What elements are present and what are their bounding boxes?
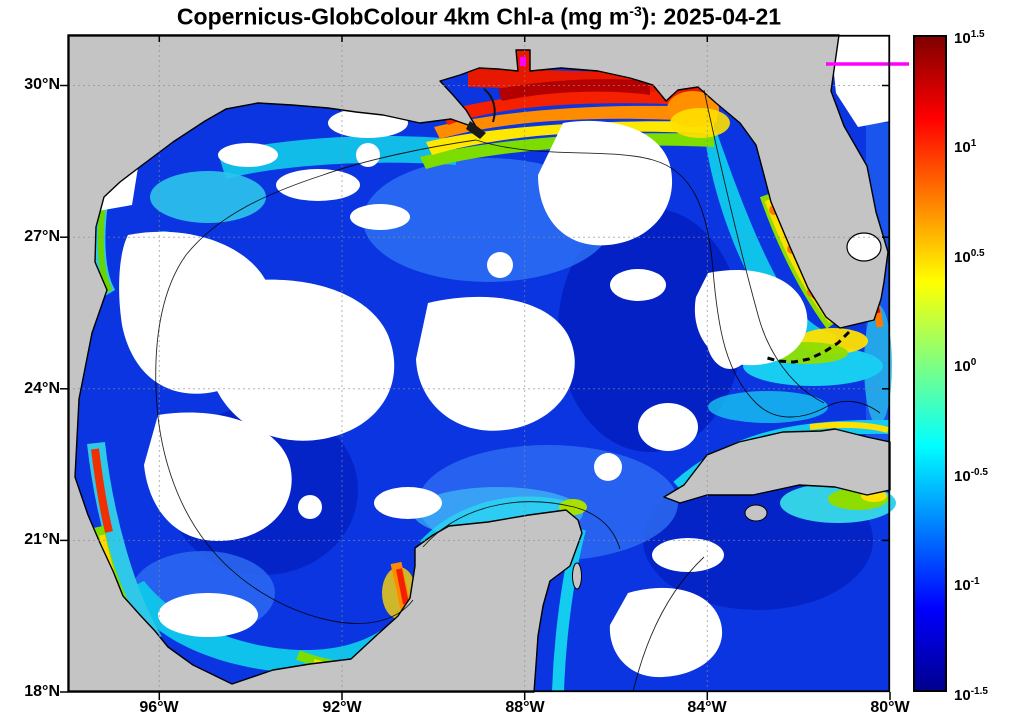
colorbar-tick-label: 100 <box>954 357 977 375</box>
mississippi-delta <box>466 121 486 139</box>
y-tick-label: 24°N <box>24 380 60 397</box>
chandeleur-islands <box>483 88 496 123</box>
x-tick-label: 80°W <box>870 699 910 716</box>
colorbar <box>913 35 947 692</box>
land-layer <box>67 34 891 693</box>
gulf-map-image <box>60 34 909 700</box>
magenta-point <box>520 57 526 66</box>
colorbar-tick-label: 100.5 <box>954 248 985 266</box>
bahama-bank <box>846 232 882 262</box>
y-tick-label: 27°N <box>24 228 60 245</box>
colorbar-tick-label: 10-1.5 <box>954 686 988 704</box>
y-tick-label: 18°N <box>24 683 60 700</box>
colorbar-tick-label: 10-0.5 <box>954 467 988 485</box>
cloud-no-data-layer <box>94 35 890 678</box>
x-tick-label: 96°W <box>139 699 179 716</box>
gridlines <box>68 35 890 692</box>
colorbar-tick-label: 101 <box>954 138 977 156</box>
title-prefix: Copernicus-GlobColour 4km Chl-a (mg m <box>176 3 630 30</box>
map-plot <box>60 34 909 700</box>
x-tick-label: 84°W <box>687 699 727 716</box>
y-tick-label: 21°N <box>24 531 60 548</box>
title-suffix: ): 2025-04-21 <box>641 3 782 30</box>
boundary-contour-lines <box>155 89 881 693</box>
isla-juventud <box>744 504 768 522</box>
plot-frame <box>67 34 891 693</box>
y-tick-label: 30°N <box>24 76 60 93</box>
colorbar-tick-label: 101.5 <box>954 29 985 47</box>
title-superscript: -3 <box>629 3 642 19</box>
colorbar-tick-label: 10-1 <box>954 576 980 594</box>
magenta-markers <box>520 57 909 66</box>
cozumel-island <box>572 562 582 590</box>
florida-keys <box>763 330 851 364</box>
mainland-coastline <box>67 34 889 693</box>
x-tick-label: 88°W <box>505 699 545 716</box>
axis-ticks <box>60 35 891 700</box>
chart-title: Copernicus-GlobColour 4km Chl-a (mg m-3)… <box>68 3 890 31</box>
x-tick-label: 92°W <box>322 699 362 716</box>
